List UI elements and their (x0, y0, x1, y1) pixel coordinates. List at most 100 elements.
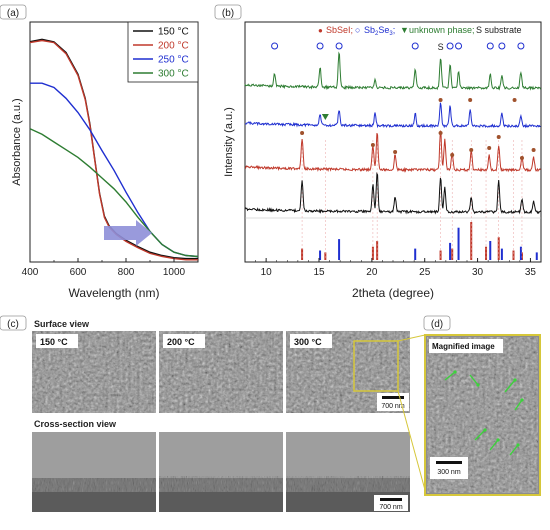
x-tick-label-b-2: 20 (366, 267, 378, 278)
sem-surface-200: 200 °C (159, 331, 283, 413)
unknown-phase-marker (321, 114, 329, 120)
green-arrow (474, 429, 486, 441)
scalebar-surface (382, 396, 404, 399)
sbsei-marker (438, 131, 443, 135)
x-tick-label-b-4: 30 (472, 267, 484, 278)
sbsei-marker (487, 146, 492, 150)
legend-unknown-marker: ▼ (400, 25, 409, 35)
green-arrowhead (496, 438, 500, 442)
sem-surface-300: 300 °C 700 nm (286, 331, 410, 413)
temp-label-300: 300 °C (294, 337, 322, 347)
x-tick-label-a-1: 600 (70, 267, 87, 278)
sbsei-marker (496, 135, 501, 139)
sb2se3-marker (517, 42, 525, 50)
sb2se3-marker (335, 42, 343, 50)
x-tick-label-a-3: 1000 (163, 267, 186, 278)
green-arrowhead (483, 428, 487, 432)
legend-label-a-3: 300 °C (158, 69, 189, 80)
connector-top (397, 334, 426, 342)
sb2se3-marker (498, 42, 506, 50)
substrate-marker: S (438, 42, 444, 52)
surface-view-title: Surface view (34, 319, 90, 329)
panel-label-b: (b) (222, 8, 234, 19)
temp-label-200: 200 °C (167, 337, 195, 347)
connector-bottom (397, 390, 426, 491)
xrd-pattern-1 (244, 102, 541, 129)
green-arrowhead (476, 383, 480, 387)
legend-substrate-label: S substrate (476, 25, 522, 35)
legend-label-a-1: 200 °C (158, 41, 189, 52)
x-tick-label-b-1: 15 (313, 267, 325, 278)
sb2se3-marker (316, 42, 324, 50)
sbsei-marker (469, 148, 474, 152)
legend-unknown-label: unknown phase; (409, 25, 475, 35)
cross-section-title: Cross-section view (34, 419, 117, 429)
sem-cross-300: 700 nm (286, 432, 410, 512)
sbsei-marker (450, 153, 455, 157)
sbsei-marker (531, 148, 536, 152)
sem-cross-200 (159, 432, 283, 512)
scalebar-cross (380, 498, 402, 501)
legend-sbsei-marker: ● (318, 26, 323, 35)
x-tick-label-a-2: 800 (118, 267, 135, 278)
green-arrowhead (453, 370, 457, 374)
legend-label-a-2: 250 °C (158, 55, 189, 66)
temp-label-150: 150 °C (40, 337, 68, 347)
panel-label-box-b (214, 4, 242, 20)
absorbance-chart: (a) 400 600 800 1000 Absorbance (a.u.) Wave… (0, 4, 199, 300)
green-arrowhead (513, 378, 517, 382)
x-tick-label-b-3: 25 (419, 267, 431, 278)
plot-frame-a (29, 21, 199, 263)
xrd-pattern-2 (244, 130, 541, 173)
green-arrow (489, 439, 499, 451)
legend-sb2se3-label: Sb2Se3; (364, 25, 395, 37)
x-tick-label-b-0: 10 (261, 267, 273, 278)
plot-frame-b (244, 21, 542, 263)
sem-panel: (c) Surface view 150 °C 200 °C 300 °C 70… (0, 315, 410, 512)
green-arrowhead (520, 398, 524, 402)
xrd-pattern-0 (244, 51, 542, 91)
scalebar-cross-label: 700 nm (379, 504, 403, 511)
sem-cross-150 (32, 432, 156, 512)
legend-a (127, 21, 199, 83)
legend-sbsei-label: SbSeI; (326, 25, 353, 35)
green-arrows (444, 370, 524, 456)
sbsei-marker (468, 98, 473, 102)
magnify-region-box (353, 340, 399, 392)
sem-surface-150: 150 °C (32, 331, 156, 413)
sb2se3-marker (446, 42, 454, 50)
scalebar-d (436, 461, 462, 464)
green-arrow (509, 444, 519, 456)
sbsei-marker (393, 150, 398, 154)
series-line-a-1 (29, 39, 198, 261)
panel-label-c: (c) (7, 319, 19, 330)
x-axis-label-b: 2theta (degree) (352, 286, 434, 300)
xrd-chart: (b) S 10 15 20 25 30 35 Intensity (a.u.) 2the… (214, 4, 542, 300)
sb2se3-marker (486, 42, 494, 50)
panel-label-box-c (0, 315, 27, 331)
panel-label-box-d (423, 315, 451, 331)
legend-sb2se3-marker: ○ (355, 25, 360, 35)
sb2se3-marker (411, 42, 419, 50)
series-line-a-3 (29, 128, 199, 258)
magnified-panel: (d) Magnified image 300 nm (423, 315, 541, 496)
sbsei-marker (519, 156, 524, 160)
y-axis-label-b: Intensity (a.u.) (223, 107, 235, 177)
magnified-title: Magnified image (432, 342, 495, 351)
x-tick-label-b-5: 35 (525, 267, 537, 278)
sbsei-marker (512, 98, 517, 102)
y-axis-label-a: Absorbance (a.u.) (11, 98, 23, 185)
sbsei-marker (438, 98, 443, 102)
panel-label-box-a (0, 4, 27, 20)
x-tick-label-a-0: 400 (22, 267, 39, 278)
sbsei-marker (300, 131, 305, 135)
shift-arrow (104, 220, 152, 246)
green-arrow (504, 379, 516, 393)
sb2se3-marker (455, 42, 463, 50)
sb2se3-marker (271, 42, 279, 50)
green-arrowhead (516, 443, 520, 447)
sbsei-marker (370, 143, 375, 147)
green-arrow (514, 399, 523, 411)
x-axis-label-a: Wavelength (nm) (69, 286, 160, 300)
